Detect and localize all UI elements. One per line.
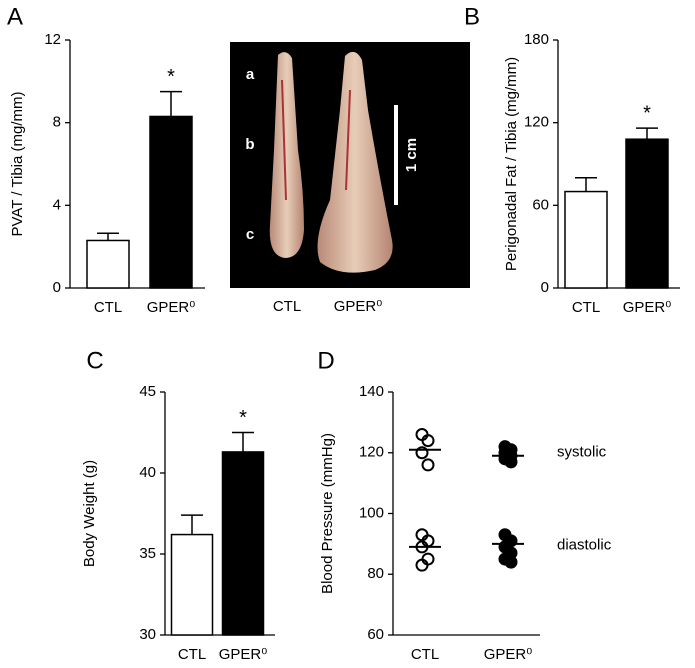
- y-tick-label: 0: [541, 279, 549, 296]
- bar: [564, 190, 608, 289]
- x-tick-label: CTL: [572, 299, 600, 316]
- photo-label: b: [245, 136, 254, 153]
- significance-mark: *: [167, 66, 175, 88]
- y-tick-label: 180: [524, 31, 549, 48]
- y-axis-label: Body Weight (g): [81, 460, 98, 567]
- y-tick-label: 45: [139, 383, 156, 400]
- y-tick-label: 140: [359, 383, 384, 400]
- y-axis-label: PVAT / Tibia (mg/mm): [9, 91, 26, 236]
- data-point: [504, 455, 518, 469]
- tissue-ctl: [269, 52, 304, 258]
- bar: [149, 115, 193, 289]
- bar: [86, 239, 130, 289]
- y-tick-label: 30: [139, 626, 156, 643]
- x-tick-label: CTL: [94, 299, 122, 316]
- data-point: [415, 446, 429, 460]
- y-axis-label: Blood Pressure (mmHg): [319, 433, 336, 594]
- y-tick-label: 0: [53, 279, 61, 296]
- y-axis-label: Perigonadal Fat / Tibia (mg/mm): [503, 57, 520, 271]
- bar: [221, 451, 265, 636]
- photo-category: CTL: [273, 298, 301, 315]
- y-tick-label: 120: [524, 114, 549, 131]
- data-point: [421, 434, 435, 448]
- significance-mark: *: [239, 407, 247, 429]
- panel-label: D: [317, 347, 334, 374]
- tissue-gper: [317, 51, 393, 273]
- x-tick-label: GPER⁰: [623, 299, 672, 316]
- y-tick-label: 80: [367, 565, 384, 582]
- x-tick-label: CTL: [178, 646, 206, 663]
- bar: [625, 138, 669, 289]
- photo-label: c: [246, 226, 254, 243]
- y-tick-label: 12: [44, 31, 61, 48]
- scale-bar-label: 1 cm: [403, 138, 420, 172]
- x-tick-label: GPER⁰: [219, 646, 268, 663]
- x-tick-label: CTL: [411, 646, 439, 663]
- x-tick-label: GPER⁰: [484, 646, 533, 663]
- data-point: [421, 458, 435, 472]
- bar: [170, 533, 214, 636]
- data-point: [415, 558, 429, 572]
- data-point: [504, 555, 518, 569]
- x-tick-label: GPER⁰: [147, 299, 196, 316]
- y-tick-label: 4: [53, 196, 61, 213]
- y-tick-label: 35: [139, 545, 156, 562]
- y-tick-label: 40: [139, 464, 156, 481]
- y-tick-label: 120: [359, 444, 384, 461]
- series-label: systolic: [557, 444, 607, 461]
- photo-label: a: [246, 66, 255, 83]
- y-tick-label: 60: [367, 626, 384, 643]
- panel-label: C: [86, 347, 103, 374]
- significance-mark: *: [643, 102, 651, 124]
- y-tick-label: 100: [359, 504, 384, 521]
- photo-category: GPER⁰: [334, 298, 383, 315]
- y-tick-label: 8: [53, 114, 61, 131]
- panel-label: B: [464, 3, 480, 30]
- vessel: [281, 79, 351, 201]
- series-label: diastolic: [557, 536, 612, 553]
- y-tick-label: 60: [532, 196, 549, 213]
- panel-label: A: [7, 3, 23, 30]
- photo-panel: a b c 1 cm CTL GPER⁰: [230, 42, 470, 315]
